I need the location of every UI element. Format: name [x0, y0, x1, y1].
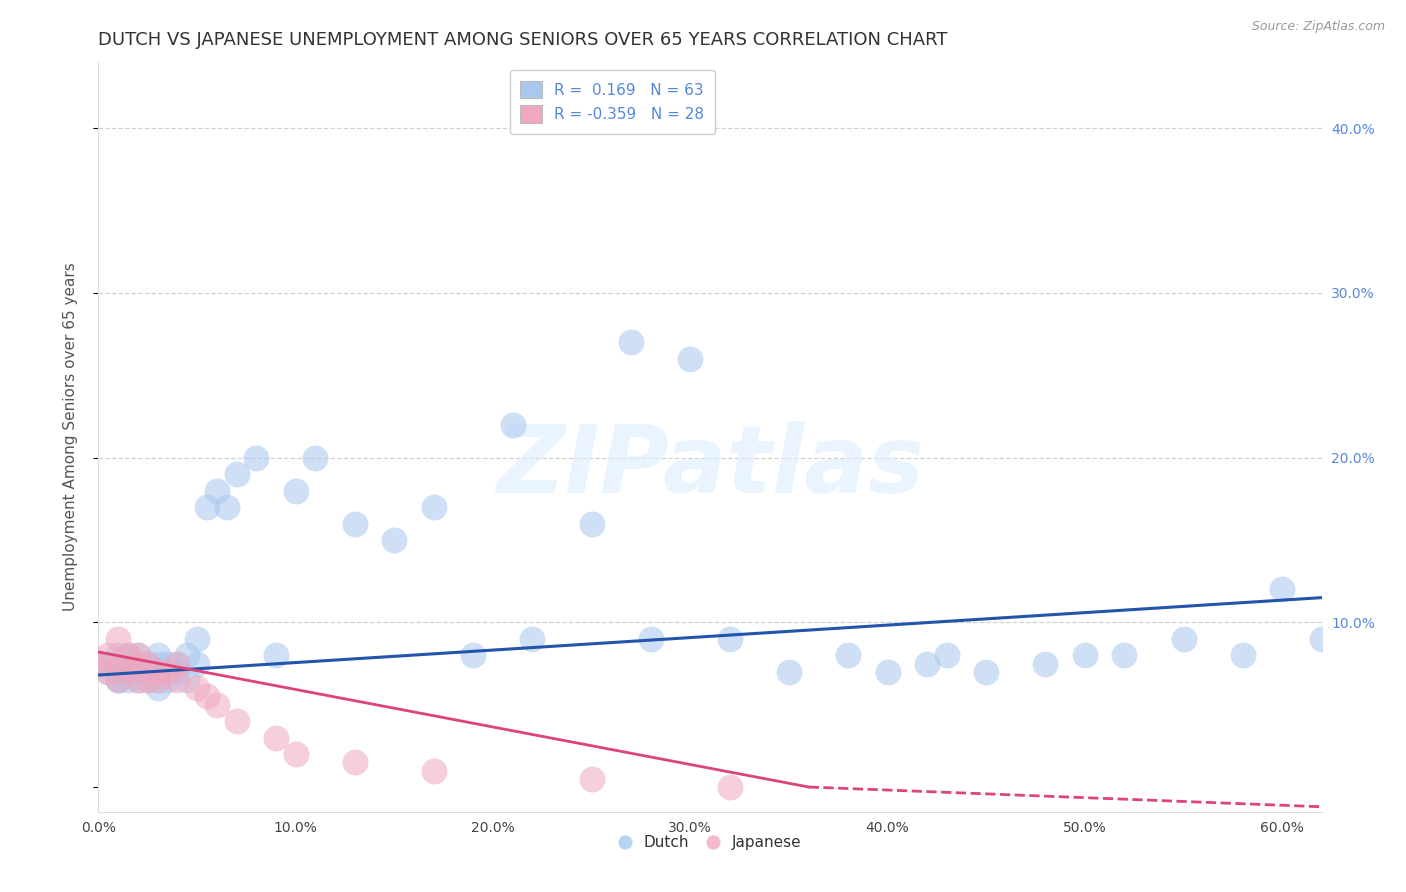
Point	[186, 657, 208, 671]
Point	[225, 467, 247, 482]
Point	[304, 450, 326, 465]
Point	[97, 657, 120, 671]
Point	[166, 657, 188, 671]
Point	[1114, 648, 1136, 663]
Point	[778, 665, 800, 679]
Point	[1310, 632, 1333, 646]
Point	[146, 665, 169, 679]
Point	[423, 500, 446, 514]
Point	[215, 500, 238, 514]
Point	[117, 673, 139, 687]
Point	[146, 657, 169, 671]
Point	[974, 665, 997, 679]
Point	[136, 657, 159, 671]
Point	[127, 673, 149, 687]
Point	[146, 681, 169, 696]
Point	[127, 657, 149, 671]
Text: ZIPatlas: ZIPatlas	[496, 421, 924, 513]
Point	[136, 673, 159, 687]
Legend: Dutch, Japanese: Dutch, Japanese	[613, 830, 807, 856]
Point	[117, 665, 139, 679]
Text: DUTCH VS JAPANESE UNEMPLOYMENT AMONG SENIORS OVER 65 YEARS CORRELATION CHART: DUTCH VS JAPANESE UNEMPLOYMENT AMONG SEN…	[98, 31, 948, 49]
Point	[97, 648, 120, 663]
Point	[136, 673, 159, 687]
Point	[127, 657, 149, 671]
Point	[718, 632, 741, 646]
Point	[581, 772, 603, 786]
Point	[343, 756, 366, 770]
Point	[382, 533, 405, 547]
Point	[117, 648, 139, 663]
Point	[186, 681, 208, 696]
Point	[117, 665, 139, 679]
Point	[195, 500, 218, 514]
Point	[718, 780, 741, 794]
Point	[97, 665, 120, 679]
Point	[1232, 648, 1254, 663]
Point	[107, 632, 129, 646]
Point	[581, 516, 603, 531]
Point	[502, 417, 524, 432]
Point	[837, 648, 859, 663]
Point	[876, 665, 898, 679]
Point	[107, 673, 129, 687]
Point	[264, 731, 287, 745]
Point	[176, 673, 198, 687]
Point	[156, 673, 179, 687]
Point	[166, 657, 188, 671]
Point	[195, 690, 218, 704]
Point	[127, 648, 149, 663]
Point	[186, 632, 208, 646]
Point	[1035, 657, 1057, 671]
Point	[107, 657, 129, 671]
Point	[1074, 648, 1097, 663]
Point	[166, 665, 188, 679]
Point	[225, 714, 247, 728]
Point	[146, 673, 169, 687]
Point	[107, 665, 129, 679]
Point	[423, 764, 446, 778]
Text: Source: ZipAtlas.com: Source: ZipAtlas.com	[1251, 20, 1385, 33]
Point	[205, 698, 228, 712]
Point	[146, 648, 169, 663]
Point	[107, 657, 129, 671]
Point	[156, 665, 179, 679]
Point	[935, 648, 957, 663]
Point	[87, 657, 110, 671]
Point	[1173, 632, 1195, 646]
Point	[127, 673, 149, 687]
Point	[1271, 582, 1294, 597]
Point	[146, 665, 169, 679]
Point	[620, 335, 643, 350]
Point	[166, 673, 188, 687]
Point	[117, 648, 139, 663]
Point	[146, 673, 169, 687]
Point	[284, 747, 307, 761]
Point	[176, 648, 198, 663]
Point	[915, 657, 938, 671]
Point	[522, 632, 544, 646]
Point	[136, 657, 159, 671]
Point	[87, 657, 110, 671]
Point	[127, 648, 149, 663]
Point	[127, 665, 149, 679]
Point	[205, 483, 228, 498]
Point	[463, 648, 485, 663]
Point	[245, 450, 267, 465]
Point	[640, 632, 662, 646]
Point	[107, 673, 129, 687]
Y-axis label: Unemployment Among Seniors over 65 years: Unemployment Among Seniors over 65 years	[63, 263, 77, 611]
Point	[284, 483, 307, 498]
Point	[679, 351, 702, 366]
Point	[343, 516, 366, 531]
Point	[107, 648, 129, 663]
Point	[264, 648, 287, 663]
Point	[107, 673, 129, 687]
Point	[97, 665, 120, 679]
Point	[156, 657, 179, 671]
Point	[136, 665, 159, 679]
